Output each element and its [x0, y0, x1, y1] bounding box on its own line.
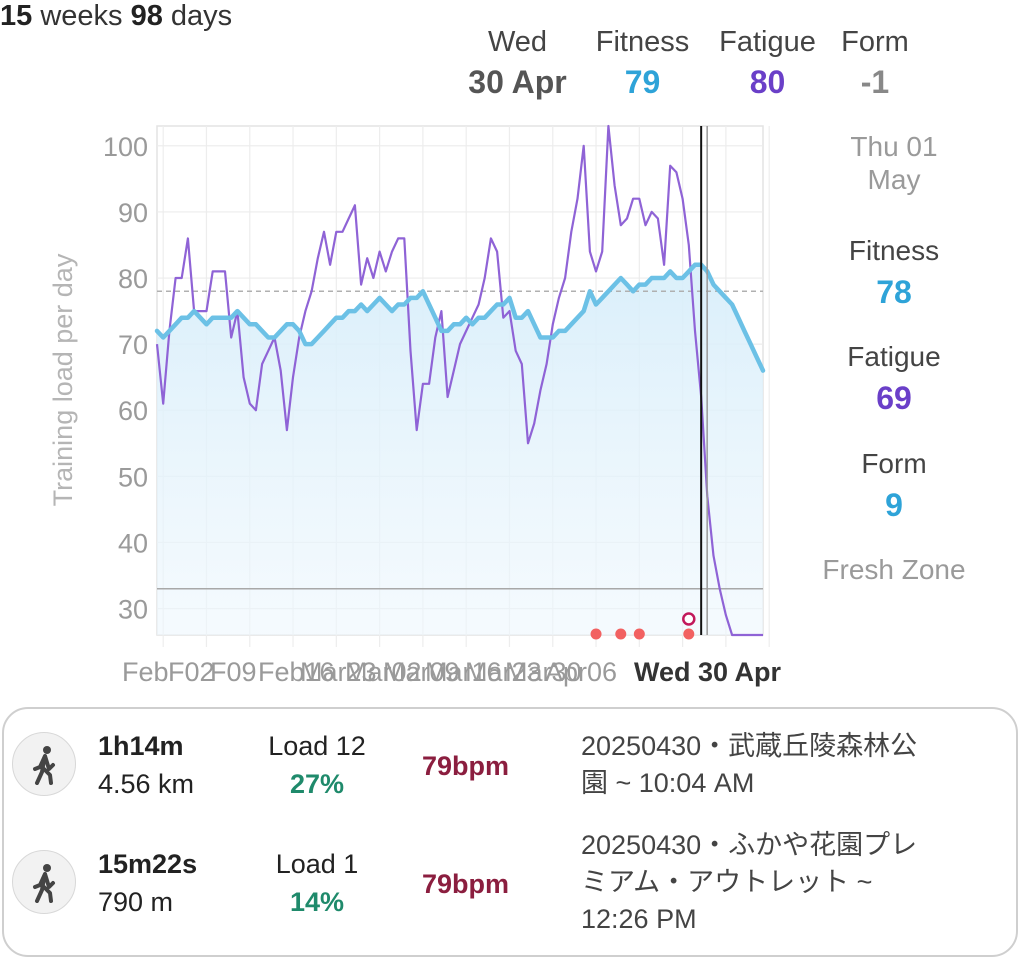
side-zone-label: Fresh Zone [822, 554, 966, 585]
activity-description-line3: 12:26 PM [581, 904, 697, 934]
header-fatigue-value: 80 [749, 64, 786, 100]
header-form: Form -1 [830, 24, 920, 102]
activity-duration: 1h14m [98, 731, 184, 761]
side-form-label: Form [861, 448, 927, 479]
activity-duration: 15m22s [98, 849, 198, 879]
header-date: Wed 30 Apr [455, 24, 580, 102]
x-tick-label: F09 [210, 657, 257, 687]
y-axis-ticks: 30 40 50 60 70 80 90 100 [103, 132, 148, 625]
side-form-value: 9 [885, 487, 903, 523]
y-tick-label: 70 [118, 330, 148, 360]
activity-row[interactable]: 1h14m 4.56 km Load 12 27% 79bpm 20250430… [4, 709, 1016, 827]
y-tick-label: 100 [103, 132, 148, 162]
header-fitness-label: Fitness [595, 26, 690, 58]
activity-description: 20250430・武蔵丘陵森林公 園 ~ 10:04 AM [581, 728, 981, 802]
fatigue-series-line [155, 124, 763, 637]
x-tick-label: Mar30 [505, 657, 582, 687]
range-weeks-unit: weeks [40, 0, 123, 32]
activity-heart-rate: 79bpm [422, 751, 510, 781]
activity-type-badge [12, 850, 76, 914]
x-tick-label: F02 [168, 657, 215, 687]
activity-distance: 790 m [98, 887, 174, 917]
side-form: Form 9 [813, 447, 975, 525]
side-fitness-label: Fitness [848, 235, 940, 266]
side-fitness-value: 78 [876, 274, 912, 310]
x-tick-label: Feb16 [258, 657, 335, 687]
fitness-series-line [154, 262, 766, 373]
range-days-unit: days [170, 0, 233, 32]
x-tick-label: Wed 30 Apr [634, 657, 782, 687]
x-tick-label: Mar16 [425, 657, 502, 687]
activities-panel: 1h14m 4.56 km Load 12 27% 79bpm 20250430… [2, 707, 1018, 957]
x-tick-label: Feb [122, 657, 169, 687]
x-tick-label: Mar23 [465, 657, 542, 687]
side-fatigue: Fatigue 69 [813, 340, 975, 418]
header-fitness-value: 79 [624, 64, 661, 100]
activity-description-line1: 20250430・武蔵丘陵森林公 [581, 731, 918, 761]
header-fatigue: Fatigue 80 [710, 24, 825, 102]
activity-dot [683, 628, 695, 640]
activity-markers [590, 612, 696, 640]
y-tick-label: 60 [118, 396, 148, 426]
side-date-line1: Thu 01 [850, 131, 938, 162]
x-tick-label: Mar23 [300, 657, 377, 687]
activity-distance: 4.56 km [98, 769, 195, 799]
header-form-value: -1 [860, 64, 890, 100]
activity-load: Load 1 [275, 849, 359, 879]
range-weeks-number: 15 [0, 0, 33, 32]
activity-load-percent: 14% [289, 887, 345, 917]
side-date: Thu 01 May [813, 130, 975, 196]
activity-description-line1: 20250430・ふかや花園プレ [581, 830, 918, 860]
side-fatigue-value: 69 [876, 380, 912, 416]
header-form-label: Form [841, 26, 909, 58]
activity-dot [633, 628, 645, 640]
activity-load: Load 12 [268, 731, 366, 761]
y-tick-label: 30 [118, 595, 148, 625]
x-tick-label: Mar02 [345, 657, 422, 687]
activity-description: 20250430・ふかや花園プレ ミアム・アウトレット ~ 12:26 PM [581, 827, 981, 938]
y-tick-label: 40 [118, 528, 148, 558]
side-date-line2: May [867, 164, 921, 195]
header-day: Wed [487, 26, 548, 58]
date-range-summary: 15 weeks 98 days [0, 0, 1024, 33]
header-fitness: Fitness 79 [585, 24, 700, 102]
activity-dot-hollow [682, 612, 696, 626]
activity-dot [590, 628, 602, 640]
walking-icon [33, 864, 55, 903]
activity-load-percent: 27% [289, 769, 345, 799]
header-date-value: 30 Apr [468, 64, 567, 100]
activity-heart-rate: 79bpm [422, 869, 510, 899]
y-tick-label: 80 [118, 264, 148, 294]
walking-icon [33, 746, 55, 785]
activity-row[interactable]: 15m22s 790 m Load 1 14% 79bpm 20250430・ふ… [4, 827, 1016, 955]
x-tick-label: Mar09 [383, 657, 460, 687]
activity-description-line2: 園 ~ 10:04 AM [581, 768, 755, 798]
x-tick-label: Apr06 [545, 657, 617, 687]
y-axis-label: Training load per day [48, 253, 78, 506]
activity-type-badge [12, 732, 76, 796]
activity-description-line2: ミアム・アウトレット ~ [581, 867, 873, 897]
y-tick-label: 90 [118, 198, 148, 228]
header-fatigue-label: Fatigue [719, 26, 816, 58]
side-fatigue-label: Fatigue [847, 341, 941, 372]
side-fitness: Fitness 78 [813, 234, 975, 312]
fitness-area-fill [157, 264, 763, 635]
range-days-number: 98 [130, 0, 163, 32]
activity-dot [615, 628, 627, 640]
y-tick-label: 50 [118, 462, 148, 492]
